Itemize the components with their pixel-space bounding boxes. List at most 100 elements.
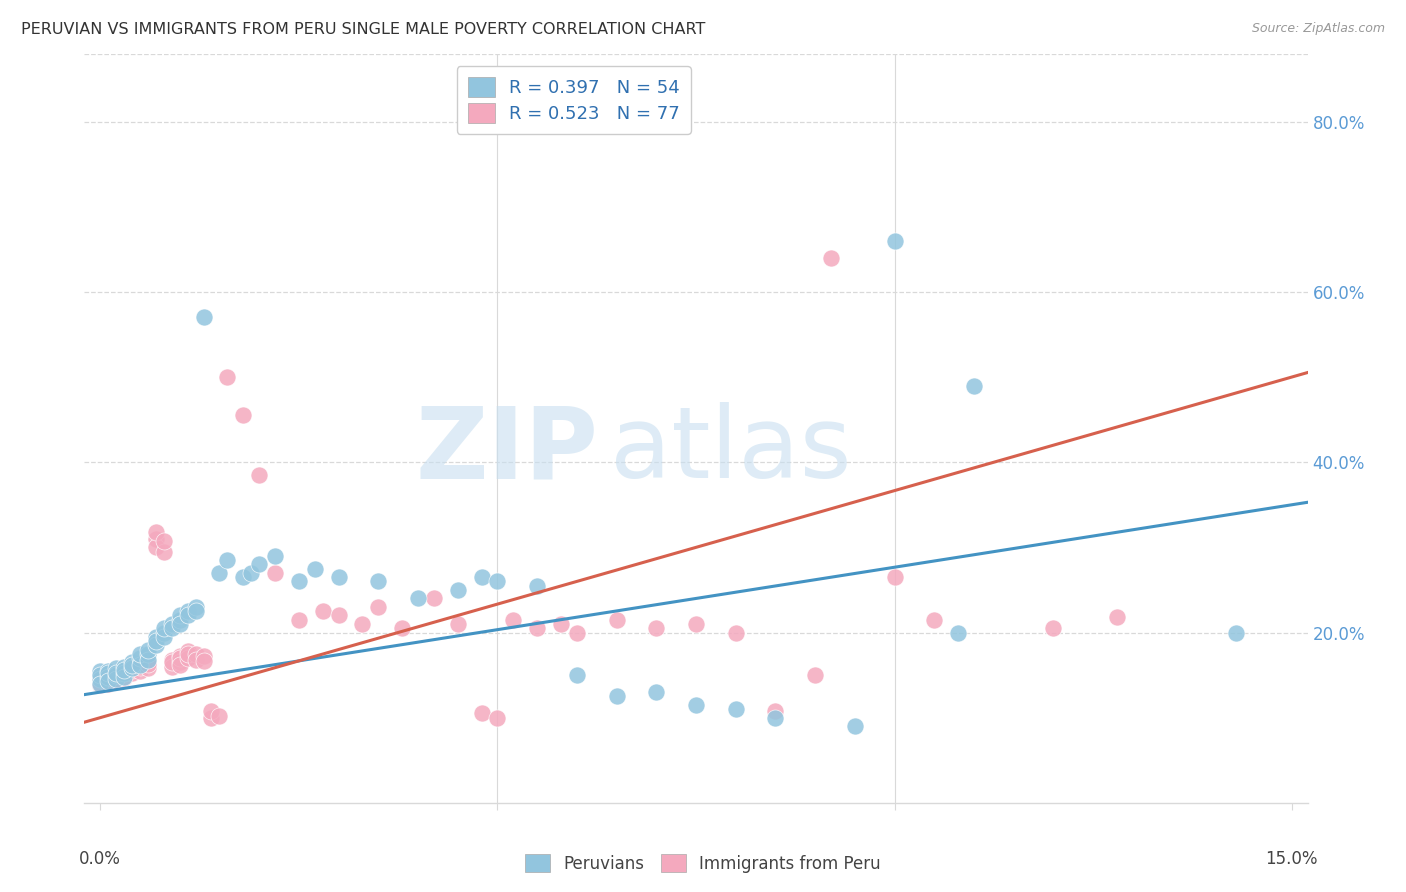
Point bbox=[367, 574, 389, 589]
Point bbox=[112, 666, 135, 681]
Point bbox=[685, 617, 707, 632]
Point bbox=[105, 673, 128, 687]
Point bbox=[105, 673, 128, 687]
Point bbox=[247, 467, 270, 482]
Point bbox=[97, 666, 120, 681]
Point bbox=[105, 674, 128, 689]
Point bbox=[311, 604, 333, 618]
Point bbox=[89, 668, 111, 682]
Point bbox=[200, 704, 222, 718]
Point bbox=[105, 668, 128, 682]
Point bbox=[97, 674, 120, 689]
Point bbox=[129, 647, 152, 661]
Point bbox=[152, 621, 174, 635]
Text: 15.0%: 15.0% bbox=[1265, 849, 1317, 868]
Point bbox=[208, 566, 231, 580]
Point bbox=[121, 657, 143, 672]
Point bbox=[169, 613, 191, 627]
Point bbox=[685, 698, 707, 712]
Point bbox=[129, 651, 152, 665]
Point bbox=[526, 621, 548, 635]
Point bbox=[176, 644, 198, 658]
Point bbox=[97, 670, 120, 684]
Point bbox=[121, 663, 143, 677]
Point bbox=[169, 657, 191, 672]
Point bbox=[169, 608, 191, 623]
Point bbox=[328, 570, 350, 584]
Point bbox=[423, 591, 446, 606]
Point bbox=[89, 673, 111, 687]
Point bbox=[763, 704, 786, 718]
Point bbox=[200, 711, 222, 725]
Point bbox=[232, 409, 254, 423]
Point bbox=[247, 558, 270, 572]
Point bbox=[844, 719, 866, 733]
Point bbox=[112, 670, 135, 684]
Point bbox=[352, 617, 374, 632]
Point bbox=[89, 670, 111, 684]
Text: atlas: atlas bbox=[610, 402, 852, 500]
Point bbox=[160, 621, 183, 635]
Point bbox=[169, 655, 191, 669]
Point bbox=[217, 370, 239, 384]
Point bbox=[946, 625, 969, 640]
Point bbox=[184, 599, 207, 614]
Point bbox=[606, 613, 628, 627]
Point bbox=[804, 668, 827, 682]
Point bbox=[112, 665, 135, 680]
Point bbox=[470, 706, 492, 721]
Point bbox=[470, 570, 492, 584]
Text: Source: ZipAtlas.com: Source: ZipAtlas.com bbox=[1251, 22, 1385, 36]
Point bbox=[176, 647, 198, 661]
Point bbox=[184, 653, 207, 667]
Point bbox=[447, 617, 470, 632]
Point bbox=[502, 613, 524, 627]
Point bbox=[883, 234, 905, 248]
Point bbox=[112, 672, 135, 686]
Point bbox=[121, 661, 143, 675]
Point bbox=[105, 661, 128, 675]
Point bbox=[217, 553, 239, 567]
Point bbox=[526, 579, 548, 593]
Point bbox=[169, 649, 191, 664]
Point bbox=[184, 604, 207, 618]
Point bbox=[105, 668, 128, 682]
Text: ZIP: ZIP bbox=[415, 402, 598, 500]
Point bbox=[145, 532, 167, 546]
Point bbox=[129, 657, 152, 672]
Point bbox=[136, 655, 159, 669]
Point bbox=[136, 647, 159, 661]
Point bbox=[152, 625, 174, 640]
Point bbox=[606, 690, 628, 704]
Point bbox=[288, 613, 311, 627]
Point bbox=[136, 661, 159, 675]
Point bbox=[264, 566, 287, 580]
Point bbox=[763, 711, 786, 725]
Point bbox=[160, 617, 183, 632]
Text: 0.0%: 0.0% bbox=[79, 849, 121, 868]
Point bbox=[565, 668, 588, 682]
Point bbox=[112, 664, 135, 678]
Point bbox=[176, 651, 198, 665]
Point bbox=[208, 709, 231, 723]
Point bbox=[105, 665, 128, 680]
Point bbox=[129, 657, 152, 672]
Point bbox=[1042, 621, 1064, 635]
Point bbox=[264, 549, 287, 563]
Point bbox=[145, 541, 167, 555]
Point bbox=[1105, 610, 1128, 624]
Point bbox=[176, 604, 198, 618]
Point bbox=[97, 674, 120, 689]
Point bbox=[145, 634, 167, 648]
Point bbox=[193, 649, 215, 664]
Legend: R = 0.397   N = 54, R = 0.523   N = 77: R = 0.397 N = 54, R = 0.523 N = 77 bbox=[457, 66, 690, 134]
Point bbox=[883, 570, 905, 584]
Point bbox=[645, 621, 668, 635]
Point bbox=[160, 659, 183, 673]
Point bbox=[486, 574, 509, 589]
Point bbox=[486, 711, 509, 725]
Point bbox=[645, 685, 668, 699]
Point bbox=[152, 544, 174, 558]
Point bbox=[136, 642, 159, 657]
Point bbox=[193, 310, 215, 325]
